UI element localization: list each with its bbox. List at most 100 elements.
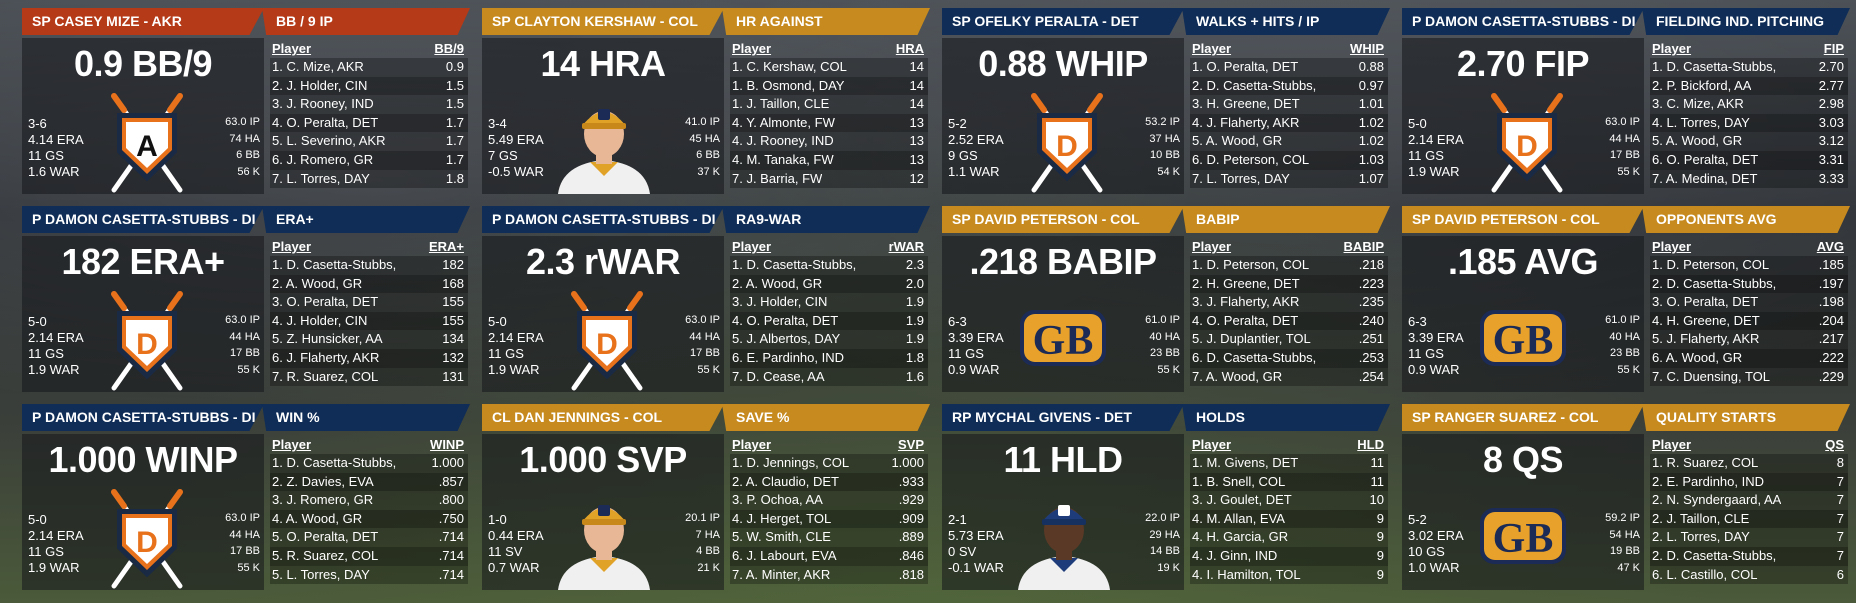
leaderboard-row[interactable]: 2. N. Syndergaard, AA 7 xyxy=(1650,491,1848,510)
leaderboard-row[interactable]: 2. P. Bickford, AA 2.77 xyxy=(1650,76,1848,96)
category-header[interactable]: QUALITY STARTS xyxy=(1642,404,1850,431)
leaderboard-row[interactable]: 6. D. Casetta-Stubbs, .253 xyxy=(1190,348,1388,368)
leaderboard-row[interactable]: 1. D. Peterson, COL .185 xyxy=(1650,256,1848,275)
stat-column-header[interactable]: ERA+ xyxy=(428,239,464,254)
stat-column-header[interactable]: HLD xyxy=(1357,437,1384,452)
leaderboard-row[interactable]: 1. D. Casetta-Stubbs, 182 xyxy=(270,256,468,275)
leaderboard-row[interactable]: 2. E. Pardinho, IND 7 xyxy=(1650,472,1848,492)
leaderboard-row[interactable]: 1. D. Peterson, COL .218 xyxy=(1190,256,1388,275)
leaderboard-row[interactable]: 7. A. Medina, DET 3.33 xyxy=(1650,169,1848,189)
player-column-header[interactable]: Player xyxy=(732,41,772,56)
leaderboard-row[interactable]: 5. W. Smith, CLE .889 xyxy=(730,528,928,547)
leaderboard-row[interactable]: 4. J. Flaherty, AKR 1.02 xyxy=(1190,113,1388,133)
leaderboard-row[interactable]: 5. L. Torres, DAY .714 xyxy=(270,565,468,585)
player-column-header[interactable]: Player xyxy=(1652,437,1692,452)
player-column-header[interactable]: Player xyxy=(732,437,772,452)
stat-column-header[interactable]: WINP xyxy=(430,437,464,452)
leaderboard-row[interactable]: 4. J. Rooney, IND 13 xyxy=(730,132,928,151)
leaderboard-row[interactable]: 4. M. Tanaka, FW 13 xyxy=(730,150,928,170)
category-header[interactable]: HOLDS xyxy=(1182,404,1390,431)
player-header[interactable]: SP CLAYTON KERSHAW - COL xyxy=(482,8,724,35)
leaderboard-row[interactable]: 3. P. Ochoa, AA .929 xyxy=(730,491,928,510)
leaderboard-row[interactable]: 3. H. Greene, DET 1.01 xyxy=(1190,95,1388,114)
stat-column-header[interactable]: WHIP xyxy=(1350,41,1384,56)
leaderboard-row[interactable]: 2. A. Claudio, DET .933 xyxy=(730,472,928,492)
player-column-header[interactable]: Player xyxy=(1652,41,1692,56)
leaderboard-row[interactable]: 6. J. Labourt, EVA .846 xyxy=(730,546,928,566)
player-header[interactable]: CL DAN JENNINGS - COL xyxy=(482,404,724,431)
leaderboard-row[interactable]: 4. J. Holder, CIN 155 xyxy=(270,311,468,331)
leaderboard-row[interactable]: 7. J. Barria, FW 12 xyxy=(730,169,928,189)
player-column-header[interactable]: Player xyxy=(1192,239,1232,254)
leaderboard-row[interactable]: 1. D. Jennings, COL 1.000 xyxy=(730,454,928,473)
leaderboard-row[interactable]: 2. J. Holder, CIN 1.5 xyxy=(270,76,468,96)
player-header[interactable]: SP DAVID PETERSON - COL xyxy=(1402,206,1644,233)
leaderboard-row[interactable]: 1. D. Casetta-Stubbs, 2.70 xyxy=(1650,58,1848,77)
category-header[interactable]: BB / 9 IP xyxy=(262,8,470,35)
leaderboard-row[interactable]: 7. R. Suarez, COL 131 xyxy=(270,367,468,387)
leaderboard-row[interactable]: 4. J. Herget, TOL .909 xyxy=(730,509,928,529)
leaderboard-row[interactable]: 2. Z. Davies, EVA .857 xyxy=(270,472,468,492)
category-header[interactable]: WIN % xyxy=(262,404,470,431)
player-column-header[interactable]: Player xyxy=(272,437,312,452)
leaderboard-row[interactable]: 5. A. Wood, GR 3.12 xyxy=(1650,132,1848,151)
leaderboard-row[interactable]: 6. J. Flaherty, AKR 132 xyxy=(270,348,468,368)
leaderboard-row[interactable]: 4. M. Allan, EVA 9 xyxy=(1190,509,1388,529)
category-header[interactable]: SAVE % xyxy=(722,404,930,431)
leaderboard-row[interactable]: 5. R. Suarez, COL .714 xyxy=(270,546,468,566)
leaderboard-row[interactable]: 4. J. Ginn, IND 9 xyxy=(1190,546,1388,566)
leaderboard-row[interactable]: 2. D. Casetta-Stubbs, 0.97 xyxy=(1190,76,1388,96)
leaderboard-row[interactable]: 7. L. Torres, DAY 1.8 xyxy=(270,169,468,189)
leaderboard-row[interactable]: 7. D. Cease, AA 1.6 xyxy=(730,367,928,387)
leaderboard-row[interactable]: 2. H. Greene, DET .223 xyxy=(1190,274,1388,294)
leaderboard-row[interactable]: 3. O. Peralta, DET 155 xyxy=(270,293,468,312)
player-header[interactable]: SP RANGER SUAREZ - COL xyxy=(1402,404,1644,431)
leaderboard-row[interactable]: 1. O. Peralta, DET 0.88 xyxy=(1190,58,1388,77)
leaderboard-row[interactable]: 6. L. Castillo, COL 6 xyxy=(1650,565,1848,585)
stat-column-header[interactable]: BABIP xyxy=(1343,239,1384,254)
category-header[interactable]: HR AGAINST xyxy=(722,8,930,35)
stat-column-header[interactable]: SVP xyxy=(897,437,924,452)
leaderboard-row[interactable]: 7. L. Torres, DAY 1.07 xyxy=(1190,169,1388,189)
leaderboard-row[interactable]: 4. O. Peralta, DET .240 xyxy=(1190,311,1388,331)
leaderboard-row[interactable]: 2. A. Wood, GR 2.0 xyxy=(730,274,928,294)
category-header[interactable]: WALKS + HITS / IP xyxy=(1182,8,1390,35)
leaderboard-row[interactable]: 5. Z. Hunsicker, AA 134 xyxy=(270,330,468,349)
stat-column-header[interactable]: QS xyxy=(1825,437,1844,452)
leaderboard-row[interactable]: 1. C. Mize, AKR 0.9 xyxy=(270,58,468,77)
player-header[interactable]: P DAMON CASETTA-STUBBS - DI xyxy=(482,206,724,233)
player-column-header[interactable]: Player xyxy=(1652,239,1692,254)
player-column-header[interactable]: Player xyxy=(272,239,312,254)
leaderboard-row[interactable]: 4. O. Peralta, DET 1.7 xyxy=(270,113,468,133)
leaderboard-row[interactable]: 5. O. Peralta, DET .714 xyxy=(270,528,468,547)
leaderboard-row[interactable]: 1. R. Suarez, COL 8 xyxy=(1650,454,1848,473)
leaderboard-row[interactable]: 5. J. Albertos, DAY 1.9 xyxy=(730,330,928,349)
leaderboard-row[interactable]: 6. D. Peterson, COL 1.03 xyxy=(1190,150,1388,170)
leaderboard-row[interactable]: 7. C. Duensing, TOL .229 xyxy=(1650,367,1848,387)
stat-column-header[interactable]: BB/9 xyxy=(434,41,464,56)
leaderboard-row[interactable]: 3. J. Goulet, DET 10 xyxy=(1190,491,1388,510)
category-header[interactable]: RA9-WAR xyxy=(722,206,930,233)
leaderboard-row[interactable]: 5. J. Flaherty, AKR .217 xyxy=(1650,330,1848,349)
stat-column-header[interactable]: rWAR xyxy=(888,239,924,254)
leaderboard-row[interactable]: 4. L. Torres, DAY 3.03 xyxy=(1650,113,1848,133)
player-header[interactable]: SP DAVID PETERSON - COL xyxy=(942,206,1184,233)
leaderboard-row[interactable]: 4. I. Hamilton, TOL 9 xyxy=(1190,565,1388,585)
leaderboard-row[interactable]: 4. O. Peralta, DET 1.9 xyxy=(730,311,928,331)
leaderboard-row[interactable]: 3. J. Holder, CIN 1.9 xyxy=(730,293,928,312)
player-column-header[interactable]: Player xyxy=(1192,437,1232,452)
leaderboard-row[interactable]: 2. D. Casetta-Stubbs, 7 xyxy=(1650,546,1848,566)
player-column-header[interactable]: Player xyxy=(272,41,312,56)
leaderboard-row[interactable]: 2. A. Wood, GR 168 xyxy=(270,274,468,294)
leaderboard-row[interactable]: 5. L. Severino, AKR 1.7 xyxy=(270,132,468,151)
leaderboard-row[interactable]: 1. M. Givens, DET 11 xyxy=(1190,454,1388,473)
leaderboard-row[interactable]: 4. Y. Almonte, FW 13 xyxy=(730,113,928,133)
leaderboard-row[interactable]: 6. J. Romero, GR 1.7 xyxy=(270,150,468,170)
leaderboard-row[interactable]: 6. E. Pardinho, IND 1.8 xyxy=(730,348,928,368)
leaderboard-row[interactable]: 1. B. Osmond, DAY 14 xyxy=(730,76,928,96)
leaderboard-row[interactable]: 5. J. Duplantier, TOL .251 xyxy=(1190,330,1388,349)
stat-column-header[interactable]: FIP xyxy=(1823,41,1844,56)
leaderboard-row[interactable]: 3. J. Rooney, IND 1.5 xyxy=(270,95,468,114)
leaderboard-row[interactable]: 2. D. Casetta-Stubbs, .197 xyxy=(1650,274,1848,294)
player-header[interactable]: SP OFELKY PERALTA - DET xyxy=(942,8,1184,35)
